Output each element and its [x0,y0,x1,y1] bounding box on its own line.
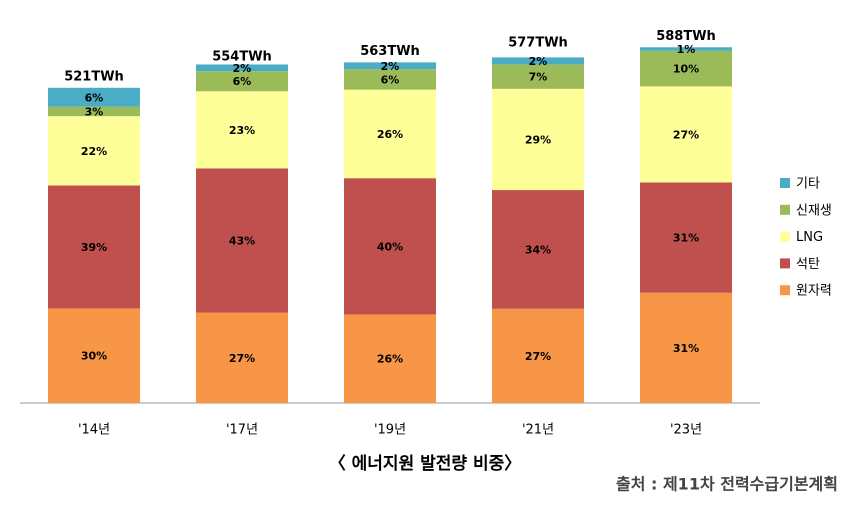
segment-label: 40% [377,240,403,253]
bar-segment [344,178,436,315]
legend-label: 신재생 [796,203,832,218]
bar-segment [48,308,140,403]
segment-label: 6% [233,75,252,88]
segment-label: 1% [677,43,696,56]
bar-segment [196,312,288,403]
segment-label: 34% [525,243,551,256]
segment-label: 6% [381,73,400,86]
legend-swatch [780,285,790,296]
total-label: 521TWh [64,69,124,84]
bar-segment [640,50,732,87]
source: 출처 : 제11차 전력수급기본계획 [616,475,838,494]
segment-label: 2% [381,60,400,73]
bar-segment [640,292,732,403]
segment-label: 3% [85,105,104,118]
bar-segment [196,64,288,72]
bar-segment [492,64,584,89]
bar-segment [492,57,584,65]
segment-label: 23% [229,124,255,137]
legend-swatch [780,178,790,188]
segment-label: 10% [673,63,699,76]
segment-label: 27% [229,352,255,365]
bar-segment [344,314,436,403]
bar-segment [196,91,288,169]
total-label: 577TWh [508,35,568,50]
total-label: 588TWh [656,29,716,44]
segment-label: 39% [81,241,107,254]
legend-swatch [780,204,790,215]
legend-label: 기타 [796,177,820,192]
segment-label: 31% [673,232,699,245]
bar-segment [640,47,732,51]
chart-title: 〈 에너지원 발전량 비중〉 [329,453,522,474]
bar-segment [492,308,584,403]
segment-label: 31% [673,342,699,355]
bar-segment [640,86,732,183]
bar-segment [48,87,140,107]
segment-label: 30% [81,350,107,363]
x-tick-label: '19년 [374,423,406,438]
segment-label: 2% [233,62,252,75]
legend-label: 원자력 [796,284,832,299]
bar-segment [344,69,436,90]
legend-label: 석탄 [796,257,820,272]
x-tick-label: '23년 [670,423,702,438]
segment-label: 27% [525,350,551,363]
bar-segment [48,185,140,309]
bar-segment [492,88,584,191]
total-label: 554TWh [212,49,272,64]
segment-label: 22% [81,145,107,158]
segment-label: 26% [377,353,403,366]
segment-label: 29% [525,133,551,146]
bar-segment [196,168,288,313]
x-tick-label: '21년 [522,423,554,438]
segment-label: 43% [229,234,255,247]
bar-segment [48,106,140,117]
bar-segment [344,89,436,179]
segment-label: 6% [85,91,104,104]
bar-segment [196,71,288,92]
segment-label: 2% [529,55,548,68]
total-label: 563TWh [360,44,420,59]
x-tick-label: '14년 [78,423,110,438]
x-tick-label: '17년 [226,423,258,438]
bar-segment [344,62,436,70]
bar-segment [640,182,732,293]
legend-label: LNG [796,230,823,245]
segment-label: 27% [673,128,699,141]
legend-swatch [780,231,790,242]
segment-label: 7% [529,71,548,84]
legend-swatch [780,258,790,269]
segment-label: 26% [377,128,403,141]
bar-segment [492,190,584,309]
bar-segment [48,116,140,186]
